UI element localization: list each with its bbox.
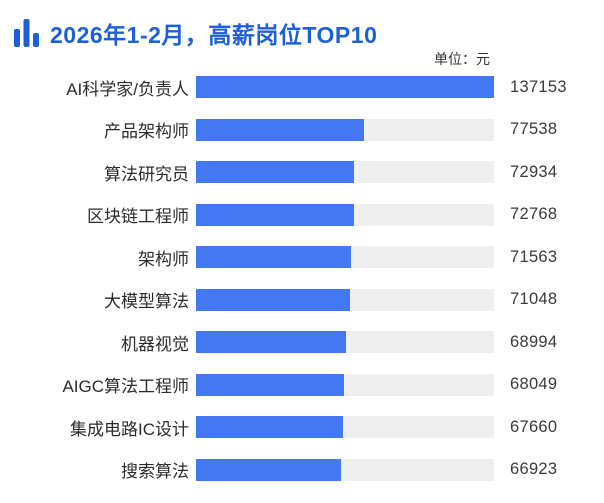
bar-track — [196, 373, 494, 396]
bar-label: 机器视觉 — [121, 334, 189, 354]
bar-value: 66923 — [510, 460, 558, 479]
bar-track — [196, 416, 494, 439]
bar-label: 算法研究员 — [104, 164, 189, 184]
unit-label: 单位：元 — [434, 51, 490, 67]
bar-row: 搜索算法 66923 — [0, 449, 604, 492]
bar-label: AIGC算法工程师 — [62, 377, 189, 397]
bar-label: 大模型算法 — [104, 292, 189, 312]
bar-track — [196, 203, 494, 226]
bar-chart-icon — [14, 19, 39, 47]
bar-label: 搜索算法 — [121, 462, 189, 482]
bar-fill — [196, 118, 365, 141]
bar-row: AI科学家/负责人 137153 — [0, 66, 604, 109]
bar-row: 大模型算法 71048 — [0, 279, 604, 322]
bar-fill — [196, 76, 494, 99]
bar-row: 区块链工程师 72768 — [0, 194, 604, 237]
bar-label: 集成电路IC设计 — [70, 419, 189, 439]
bar-value: 68994 — [510, 332, 558, 351]
bar-fill — [196, 203, 355, 226]
bar-fill — [196, 458, 342, 481]
bar-label: 区块链工程师 — [87, 207, 189, 227]
bar-fill — [196, 331, 346, 354]
bar-value: 67660 — [510, 417, 558, 436]
bar-track — [196, 161, 494, 184]
bar-track — [196, 76, 494, 99]
bar-value: 72934 — [510, 162, 558, 181]
bar-label: 架构师 — [138, 249, 189, 269]
bar-rows: AI科学家/负责人 137153 产品架构师 77538 算法研究员 72934… — [0, 66, 604, 491]
bar-fill — [196, 416, 343, 439]
bar-label: AI科学家/负责人 — [66, 79, 189, 99]
bar-row: AIGC算法工程师 68049 — [0, 364, 604, 407]
bar-value: 137153 — [510, 77, 567, 96]
bar-row: 架构师 71563 — [0, 236, 604, 279]
bar-track — [196, 288, 494, 311]
bar-row: 机器视觉 68994 — [0, 321, 604, 364]
bar-track — [196, 246, 494, 269]
bar-label: 产品架构师 — [104, 122, 189, 142]
bar-row: 算法研究员 72934 — [0, 151, 604, 194]
bar-fill — [196, 246, 352, 269]
bar-fill — [196, 161, 355, 184]
bar-value: 71563 — [510, 247, 558, 266]
bar-row: 产品架构师 77538 — [0, 109, 604, 152]
bar-value: 77538 — [510, 120, 558, 139]
bar-fill — [196, 288, 351, 311]
page-title: 2026年1-2月，高薪岗位TOP10 — [50, 22, 378, 48]
header: 2026年1-2月，高薪岗位TOP10 — [14, 16, 377, 50]
bar-track — [196, 118, 494, 141]
bar-track — [196, 458, 494, 481]
bar-row: 集成电路IC设计 67660 — [0, 406, 604, 449]
bar-fill — [196, 373, 344, 396]
bar-track — [196, 331, 494, 354]
bar-value: 71048 — [510, 290, 558, 309]
bar-value: 68049 — [510, 375, 558, 394]
bar-value: 72768 — [510, 205, 558, 224]
